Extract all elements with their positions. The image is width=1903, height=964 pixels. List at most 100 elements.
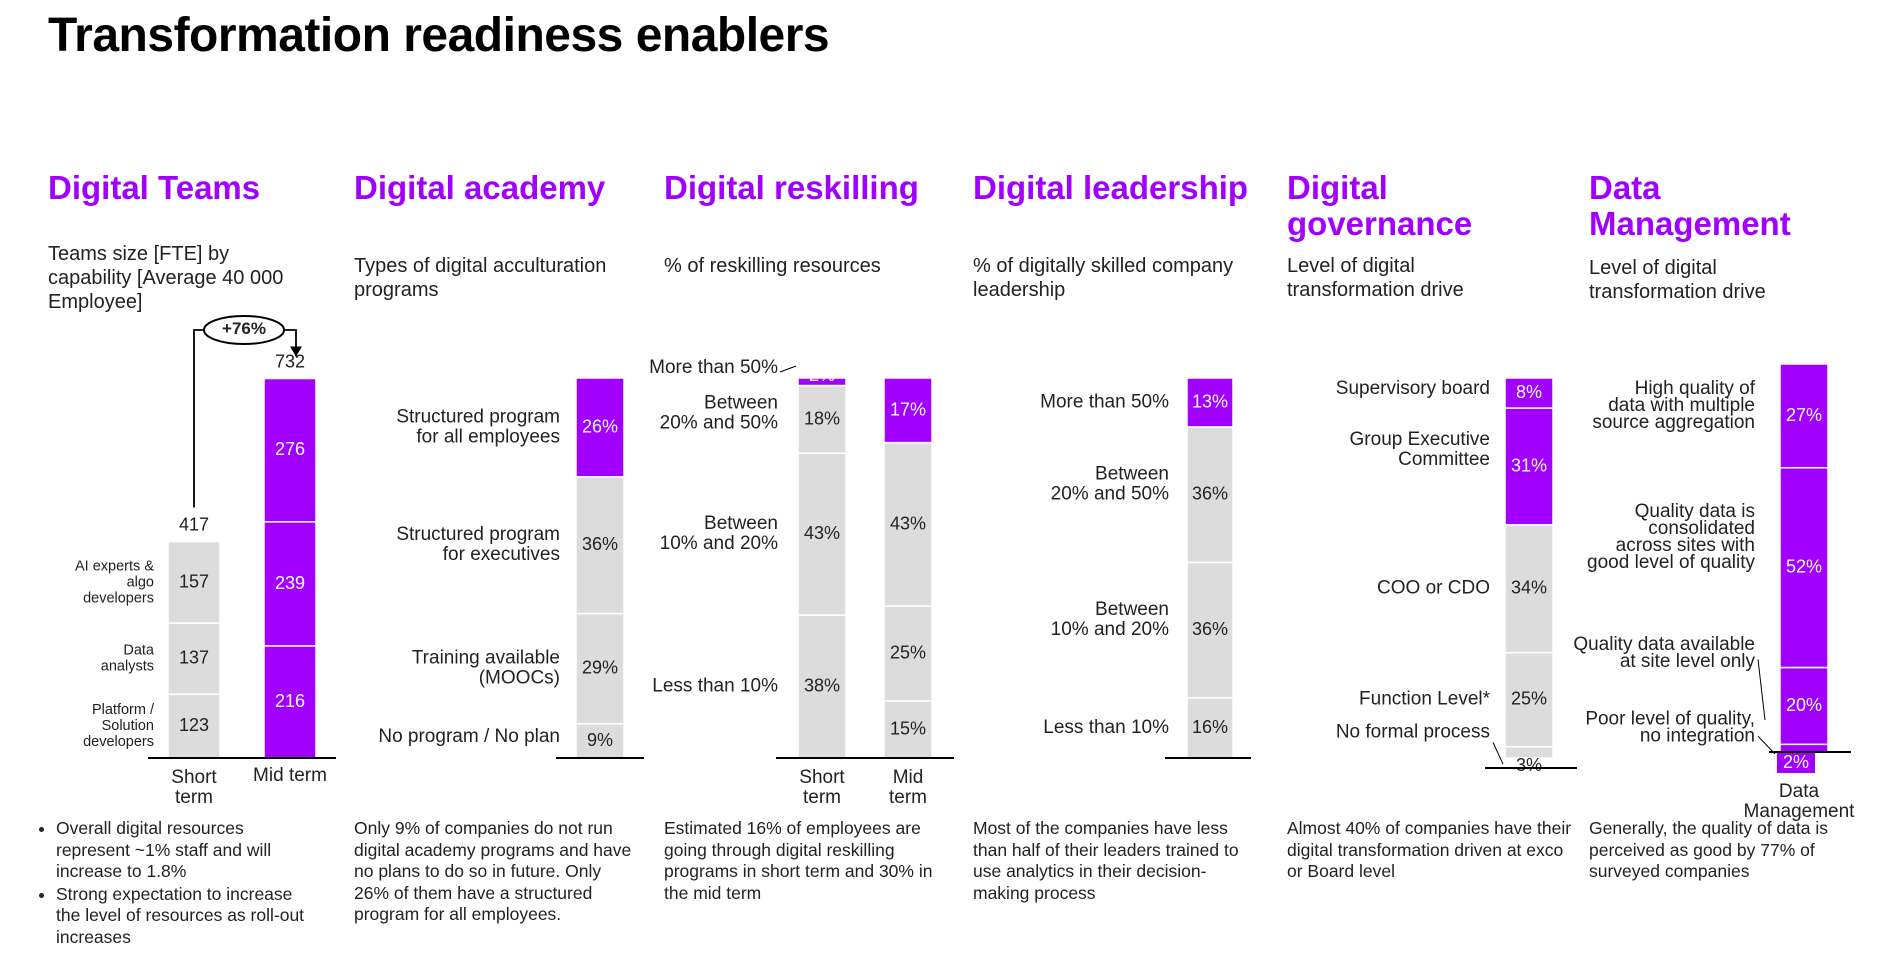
data-label: 239	[275, 573, 305, 593]
panel-note: Almost 40% of companies have their digit…	[1287, 818, 1572, 881]
panel-title: Digital governance	[1287, 169, 1473, 242]
bar-segment	[883, 700, 933, 759]
data-label: 36%	[1192, 619, 1228, 639]
series-label: No formal process	[1336, 721, 1490, 742]
bar-segment	[167, 540, 221, 624]
bar-segment	[575, 476, 625, 615]
panel-subtitle: % of reskilling resources	[664, 255, 881, 277]
category-label: Short term	[799, 767, 845, 808]
series-label: Data analysts	[101, 642, 155, 674]
leader-line	[1492, 742, 1504, 765]
small-label-box	[1777, 753, 1815, 773]
panel-subtitle: Level of digital transformation drive	[1589, 257, 1766, 303]
series-label: More than 50%	[1040, 391, 1169, 412]
data-label: 29%	[582, 657, 618, 677]
data-label: 25%	[890, 642, 926, 662]
chart-data-management: 2% 20% 52% 27% Poor level of quality, no inte…	[1573, 363, 1856, 822]
note-item: Overall digital resources represent ~1% …	[56, 818, 318, 883]
bar-segment	[883, 605, 933, 702]
data-label: 43%	[804, 523, 840, 543]
series-label: Less than 10%	[652, 676, 778, 697]
data-label: 18%	[804, 408, 840, 428]
panel-digital-academy: Digital academy Types of digital accultu…	[354, 170, 644, 960]
data-label: 216	[275, 691, 305, 711]
data-label: 15%	[890, 718, 926, 738]
bar-segment	[167, 622, 221, 695]
data-label: 9%	[587, 730, 613, 750]
series-label: Less than 10%	[1043, 717, 1169, 738]
panel-note: Estimated 16% of employees are going thr…	[664, 818, 933, 903]
series-label: COO or CDO	[1377, 578, 1490, 599]
category-label: Data Management	[1744, 781, 1856, 822]
growth-label: +76%	[222, 319, 266, 338]
series-label: Between 20% and 50%	[1051, 464, 1169, 505]
total-label: 732	[275, 351, 305, 371]
data-label: 3%	[1516, 755, 1542, 775]
series-label: AI experts & algo developers	[75, 558, 154, 606]
bar-segment	[797, 377, 847, 387]
series-label: Poor level of quality, no integration	[1585, 709, 1755, 747]
bar-segment	[1186, 377, 1234, 428]
series-label: No program / No plan	[378, 726, 560, 747]
data-label: 25%	[1511, 688, 1547, 708]
panel-title: Digital Teams	[48, 169, 261, 206]
panel-data-management: Data Management Level of digital transfo…	[1573, 170, 1889, 960]
panel-title: Digital leadership	[973, 169, 1249, 206]
growth-badge	[203, 315, 285, 345]
data-label: 31%	[1511, 455, 1547, 475]
data-label: 137	[179, 647, 209, 667]
category-label: Short term	[171, 767, 217, 808]
data-label: 27%	[1786, 405, 1822, 425]
note-item: Strong expectation to increase the level…	[56, 884, 318, 949]
category-label: Mid term	[253, 765, 327, 786]
series-label: Quality data is consolidated across sites …	[1587, 501, 1755, 573]
data-label: 157	[179, 571, 209, 591]
bar-segment	[797, 452, 847, 616]
bar-segment	[883, 441, 933, 607]
series-label: Platform / Solution developers	[83, 702, 155, 750]
panel-subtitle: Teams size [FTE] by capability [Average …	[48, 243, 284, 313]
series-label: Training available (MOOCs)	[412, 648, 560, 689]
bar-segment	[575, 612, 625, 725]
data-label: 52%	[1786, 556, 1822, 576]
panel-note: Most of the companies have less than hal…	[973, 818, 1239, 903]
bar-segment	[1504, 377, 1554, 409]
chart-digital-teams: 123 137 157 417 Short term 216 239 276 732 Mid ter…	[75, 315, 336, 808]
panel-note: Only 9% of companies do not run digital …	[354, 818, 632, 924]
series-label: Group Executive Committee	[1350, 429, 1490, 470]
data-label: 38%	[804, 675, 840, 695]
panel-subtitle: Level of digital transformation drive	[1287, 255, 1464, 301]
growth-arrow-head	[290, 346, 302, 357]
series-label: More than 50%	[649, 357, 778, 378]
data-label: 34%	[1511, 577, 1547, 597]
bar-segment	[263, 521, 317, 647]
chart-digital-academy: 9% 29% 36% 26% No program / No plan Training …	[378, 377, 644, 759]
leader-line	[1757, 659, 1766, 720]
bar-segment	[1779, 363, 1829, 469]
series-label: Supervisory board	[1336, 378, 1490, 399]
page-title: Transformation readiness enablers	[48, 9, 830, 62]
total-label: 417	[179, 514, 209, 534]
panel-digital-teams: Digital Teams Teams size [FTE] by capabi…	[48, 170, 338, 960]
bar-segment	[883, 377, 933, 444]
panel-note: Overall digital resources represent ~1% …	[28, 818, 318, 949]
data-label: 17%	[890, 399, 926, 419]
panel-title: Digital reskilling	[664, 169, 919, 206]
panel-subtitle: % of digitally skilled company leadershi…	[973, 255, 1234, 301]
bar-segment	[263, 377, 317, 523]
series-label: Between 10% and 20%	[660, 513, 778, 554]
series-label: Between 10% and 20%	[1051, 599, 1169, 640]
bar-segment	[1186, 561, 1234, 699]
chart-digital-leadership: 16% 36% 36% 13% Less than 10% Between 10% and …	[1040, 377, 1251, 759]
series-label: Function Level*	[1359, 689, 1491, 710]
data-label: 26%	[582, 416, 618, 436]
series-label: High quality of data with multiple source …	[1592, 378, 1755, 433]
bar-segment	[1779, 466, 1829, 669]
bar-segment	[1779, 666, 1829, 746]
series-label: Quality data available at site level only	[1573, 634, 1755, 672]
series-label: Between 20% and 50%	[660, 392, 778, 433]
data-label: 20%	[1786, 695, 1822, 715]
panel-note: Generally, the quality of data is percei…	[1589, 818, 1828, 881]
chart-digital-governance: 3% 25% 34% 31% 8% No formal process Function L…	[1336, 377, 1577, 775]
panel-subtitle: Types of digital acculturation programs	[354, 255, 607, 301]
